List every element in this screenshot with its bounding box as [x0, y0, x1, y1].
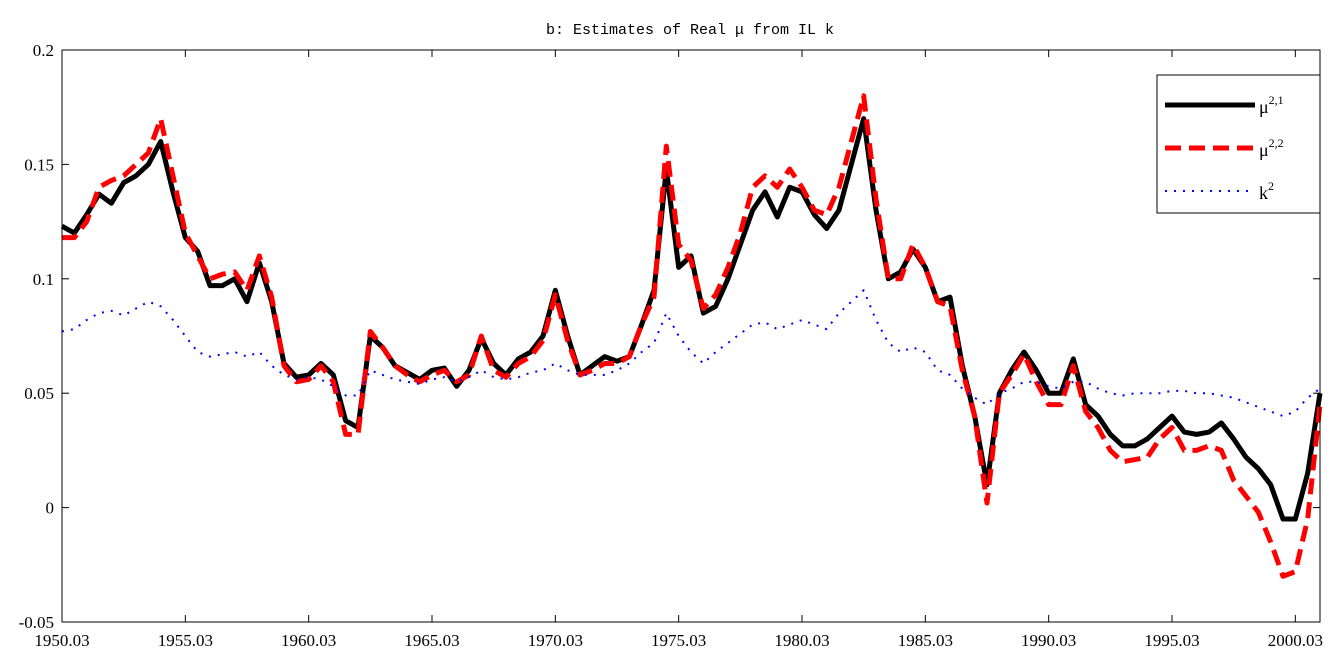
legend-label: k2 [1259, 179, 1274, 203]
x-tick-label: 1955.03 [158, 631, 213, 650]
plot-frame [61, 49, 1321, 623]
legend-label: μ2,2 [1259, 136, 1284, 160]
x-tick-label: 1965.03 [404, 631, 459, 650]
y-tick-label: 0 [46, 499, 55, 518]
y-tick-label: 0.1 [33, 270, 54, 289]
x-tick-label: 1960.03 [281, 631, 336, 650]
legend: μ2,1 μ2,2 k2 [1156, 74, 1321, 214]
legend-label: μ2,1 [1259, 93, 1284, 117]
y-tick-label: 0.15 [24, 155, 54, 174]
series-line [61, 289, 1321, 418]
x-tick-label: 1985.03 [898, 631, 953, 650]
x-tick-label: 1990.03 [1021, 631, 1076, 650]
y-tick-label: -0.05 [19, 613, 54, 632]
x-tick-label: 1975.03 [651, 631, 706, 650]
x-tick-label: 1970.03 [528, 631, 583, 650]
y-tick-label: 0.2 [33, 41, 54, 60]
chart-title: b: Estimates of Real μ from IL k [546, 22, 834, 39]
legend-box [1156, 74, 1321, 214]
x-tick-label: 1995.03 [1144, 631, 1199, 650]
x-tick-label: 1950.03 [34, 631, 89, 650]
x-tick-label: 1980.03 [774, 631, 829, 650]
series-line [62, 93, 1323, 579]
y-tick-label: 0.05 [24, 384, 54, 403]
x-tick-label: 2000.03 [1268, 631, 1323, 650]
